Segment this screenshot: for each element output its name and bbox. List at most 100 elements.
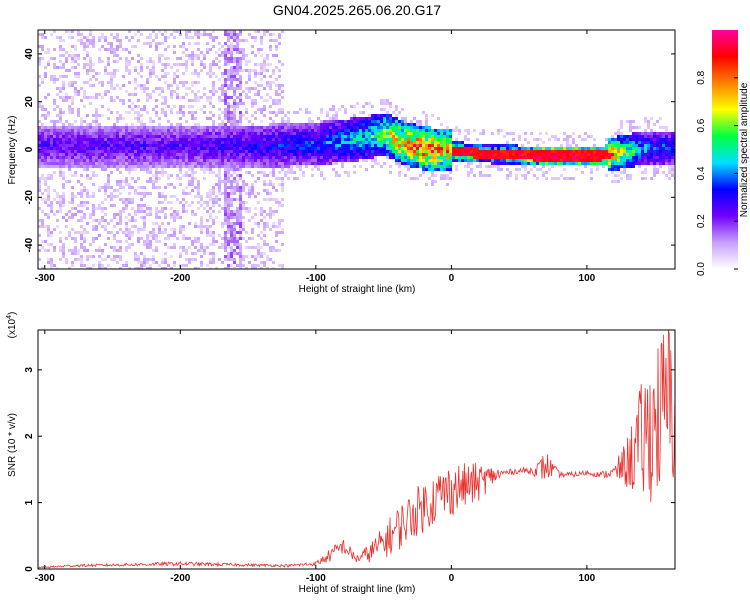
heat-cell [224, 90, 227, 93]
heat-cell [365, 102, 368, 105]
heat-cell [140, 87, 143, 90]
heat-cell [374, 132, 377, 135]
heat-cell [137, 138, 140, 141]
heat-cell [383, 114, 386, 117]
heat-cell [188, 162, 191, 165]
heat-cell [227, 237, 230, 240]
heat-cell [317, 117, 320, 120]
heat-cell [431, 159, 434, 162]
heat-cell [233, 150, 236, 153]
heat-cell [302, 174, 305, 177]
heat-cell [290, 147, 293, 150]
heat-cell [125, 138, 128, 141]
heat-cell [125, 123, 128, 126]
heat-cell [410, 159, 413, 162]
heat-cell [50, 57, 53, 60]
heat-cell [194, 186, 197, 189]
heat-cell [194, 123, 197, 126]
heat-cell [86, 207, 89, 210]
heat-cell [371, 156, 374, 159]
heat-cell [596, 162, 599, 165]
heat-cell [209, 156, 212, 159]
heat-cell [140, 228, 143, 231]
heat-cell [317, 156, 320, 159]
heat-cell [221, 207, 224, 210]
heat-cell [257, 156, 260, 159]
heat-cell [143, 138, 146, 141]
heat-cell [197, 240, 200, 243]
heat-cell [299, 147, 302, 150]
heat-cell [227, 114, 230, 117]
heat-cell [590, 177, 593, 180]
heat-cell [443, 132, 446, 135]
heat-cell [311, 168, 314, 171]
heat-cell [140, 165, 143, 168]
heat-cell [41, 114, 44, 117]
heat-cell [203, 87, 206, 90]
heat-cell [437, 117, 440, 120]
heat-cell [596, 147, 599, 150]
heat-cell [593, 147, 596, 150]
heat-cell [92, 153, 95, 156]
heat-cell [206, 42, 209, 45]
heat-cell [104, 141, 107, 144]
heat-cell [125, 240, 128, 243]
heat-cell [185, 63, 188, 66]
heat-cell [239, 168, 242, 171]
heat-cell [638, 159, 641, 162]
heat-cell [350, 156, 353, 159]
heat-cell [356, 138, 359, 141]
heat-cell [371, 117, 374, 120]
heat-cell [356, 126, 359, 129]
heat-cell [242, 162, 245, 165]
heat-cell [269, 45, 272, 48]
heat-cell [311, 162, 314, 165]
heat-cell [179, 150, 182, 153]
heat-cell [488, 153, 491, 156]
heat-cell [200, 126, 203, 129]
heat-cell [446, 153, 449, 156]
heat-cell [443, 168, 446, 171]
heat-cell [626, 165, 629, 168]
heat-cell [80, 117, 83, 120]
heat-cell [530, 159, 533, 162]
heat-cell [443, 174, 446, 177]
heat-cell [86, 189, 89, 192]
heat-cell [491, 162, 494, 165]
heat-cell [209, 267, 212, 269]
heat-cell [164, 114, 167, 117]
heat-cell [164, 267, 167, 269]
heat-cell [59, 48, 62, 51]
heat-cell [173, 144, 176, 147]
heat-cell [119, 210, 122, 213]
heat-cell [161, 156, 164, 159]
heat-cell [62, 66, 65, 69]
heat-cell [464, 150, 467, 153]
heat-cell [191, 183, 194, 186]
heat-cell [248, 72, 251, 75]
heat-cell [134, 162, 137, 165]
heat-cell [149, 267, 152, 269]
heat-cell [173, 228, 176, 231]
heat-cell [644, 144, 647, 147]
heat-cell [200, 129, 203, 132]
heat-cell [542, 141, 545, 144]
heat-cell [332, 132, 335, 135]
heat-cell [269, 96, 272, 99]
heat-cell [548, 147, 551, 150]
heat-cell [647, 126, 650, 129]
heat-cell [137, 39, 140, 42]
heat-cell [446, 177, 449, 180]
heat-cell [332, 150, 335, 153]
heat-cell [86, 45, 89, 48]
heat-cell [506, 141, 509, 144]
heat-cell [656, 132, 659, 135]
heat-cell [647, 120, 650, 123]
heat-cell [41, 177, 44, 180]
heat-cell [47, 189, 50, 192]
heat-cell [560, 156, 563, 159]
heat-cell [128, 141, 131, 144]
heat-cell [281, 156, 284, 159]
heat-cell [362, 150, 365, 153]
heat-cell [173, 246, 176, 249]
